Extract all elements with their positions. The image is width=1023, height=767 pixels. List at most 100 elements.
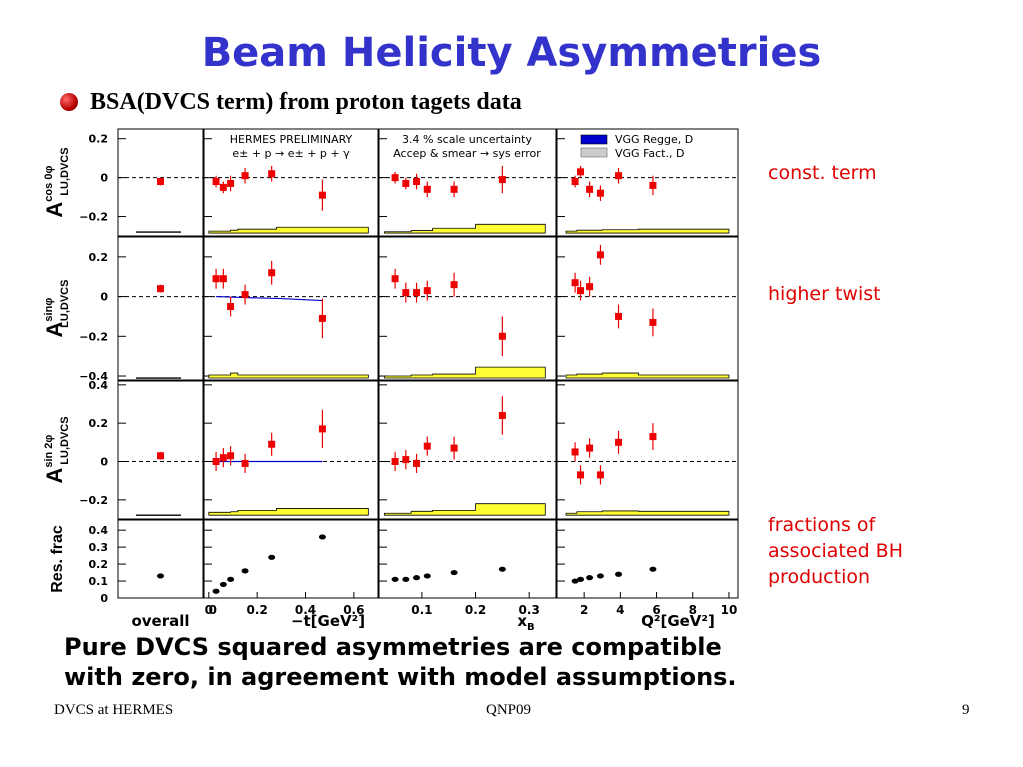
data-point bbox=[649, 181, 657, 189]
sys-band bbox=[208, 372, 369, 379]
data-point bbox=[649, 318, 657, 326]
data-point bbox=[450, 185, 458, 193]
sys-band bbox=[565, 228, 730, 234]
data-point bbox=[586, 444, 594, 452]
x-axis-label-q2: Q²[GeV²] bbox=[641, 612, 715, 630]
data-point bbox=[413, 459, 421, 467]
frac-point bbox=[498, 566, 506, 572]
data-point bbox=[450, 444, 458, 452]
sys-band bbox=[565, 372, 730, 379]
x-tick-label: 0 bbox=[209, 603, 217, 617]
panel-frame-frac-overall bbox=[117, 519, 204, 599]
data-point bbox=[615, 172, 623, 180]
data-point bbox=[596, 189, 604, 197]
y-axis-label-cos0: Acos 0φ LU,DVCS bbox=[42, 147, 71, 217]
frac-point bbox=[586, 575, 594, 581]
data-point bbox=[615, 438, 623, 446]
y-axis-label-text: Asinφ LU,DVCS bbox=[42, 280, 71, 338]
frac-point bbox=[596, 573, 604, 579]
slide-title: Beam Helicity Asymmetries bbox=[201, 30, 822, 76]
data-point bbox=[577, 287, 585, 295]
y-tick-label: 0.4 bbox=[89, 379, 109, 392]
x-axis-label-overall: overall bbox=[131, 612, 189, 630]
annotation-fractions: fractions of associated BH production bbox=[768, 512, 903, 590]
data-point bbox=[450, 281, 458, 289]
data-point bbox=[596, 251, 604, 259]
frac-point bbox=[615, 571, 623, 577]
x-tick-label: 0 bbox=[205, 603, 213, 617]
panel-frame-sin-overall bbox=[117, 236, 204, 381]
data-point bbox=[157, 452, 164, 460]
panel-frame-cos0-q2 bbox=[556, 128, 739, 237]
y-axis-label-sin: Asinφ LU,DVCS bbox=[42, 280, 71, 338]
data-point bbox=[268, 269, 276, 277]
footer-page-number: 9 bbox=[962, 702, 970, 718]
data-point bbox=[227, 452, 235, 460]
panel-frame-frac-xb bbox=[378, 519, 557, 599]
data-point bbox=[586, 283, 594, 291]
annotation-fractions-line1: fractions of bbox=[768, 514, 876, 536]
data-point bbox=[219, 454, 227, 462]
legend-scale-uncertainty: 3.4 % scale uncertainty bbox=[402, 133, 532, 146]
y-tick-label: −0.4 bbox=[79, 370, 108, 383]
y-tick-label: 0.4 bbox=[89, 524, 109, 537]
data-point bbox=[318, 191, 326, 199]
data-point bbox=[212, 275, 220, 283]
sys-band bbox=[208, 226, 369, 234]
sys-band bbox=[383, 503, 546, 516]
data-point bbox=[241, 291, 249, 299]
y-tick-label: 0.2 bbox=[89, 251, 109, 264]
frac-point bbox=[157, 573, 164, 579]
frac-point bbox=[219, 581, 227, 588]
panel-frame-frac-t bbox=[203, 519, 379, 599]
frac-point bbox=[227, 576, 235, 582]
data-point bbox=[227, 179, 235, 187]
frac-point bbox=[413, 575, 421, 581]
y-tick-label: 0.2 bbox=[89, 133, 109, 146]
y-tick-label: −0.2 bbox=[79, 211, 108, 224]
y-axis-label-text: Asin 2φ LU,DVCS bbox=[42, 416, 71, 483]
data-point bbox=[423, 185, 431, 193]
slide-subtitle: BSA(DVCS term) from proton tagets data bbox=[90, 88, 522, 115]
panel-frame-cos0-overall bbox=[117, 128, 204, 237]
data-point bbox=[391, 174, 399, 182]
conclusion-line1: Pure DVCS squared asymmetries are compat… bbox=[64, 633, 722, 661]
panel-frame-sin-t bbox=[203, 236, 379, 381]
y-tick-label: 0.2 bbox=[89, 417, 109, 430]
frac-point bbox=[268, 554, 276, 560]
data-point bbox=[241, 459, 249, 467]
data-point bbox=[649, 433, 657, 441]
y-tick-label: 0 bbox=[100, 456, 108, 469]
legend-swatch-vgg-fact bbox=[580, 147, 608, 158]
data-point bbox=[391, 275, 399, 283]
data-point bbox=[402, 289, 410, 297]
legend-vgg-regge: VGG Regge, D bbox=[615, 133, 693, 146]
y-tick-label: 0 bbox=[100, 592, 108, 605]
y-tick-label: 0 bbox=[100, 291, 108, 304]
data-point bbox=[596, 471, 604, 479]
panel-frame-cos0-xb bbox=[378, 128, 557, 237]
panel-frame-sin2-xb bbox=[378, 380, 557, 520]
frac-point bbox=[318, 534, 326, 540]
data-point bbox=[571, 279, 579, 287]
data-point bbox=[157, 178, 164, 186]
sys-band bbox=[565, 510, 730, 516]
data-point bbox=[586, 185, 594, 193]
data-point bbox=[577, 471, 585, 479]
data-point bbox=[227, 303, 235, 311]
panel-frame-sin-xb bbox=[378, 236, 557, 381]
data-point bbox=[318, 314, 326, 322]
y-axis-label-text: Acos 0φ LU,DVCS bbox=[42, 147, 71, 217]
annotation-const-term: const. term bbox=[768, 162, 877, 184]
footer-left: DVCS at HERMES bbox=[54, 702, 174, 718]
y-axis-label-frac: Res. frac bbox=[49, 525, 66, 593]
panel-frame-sin2-overall bbox=[117, 380, 204, 520]
data-point bbox=[212, 178, 220, 186]
y-axis-label-sin2: Asin 2φ LU,DVCS bbox=[42, 416, 71, 483]
data-point bbox=[241, 172, 249, 180]
legend-accep-smear: Accep & smear → sys error bbox=[393, 147, 541, 160]
bullet-icon bbox=[60, 93, 78, 111]
data-point bbox=[423, 442, 431, 450]
frac-point bbox=[577, 576, 585, 582]
legend-vgg-fact: VGG Fact., D bbox=[615, 147, 684, 160]
